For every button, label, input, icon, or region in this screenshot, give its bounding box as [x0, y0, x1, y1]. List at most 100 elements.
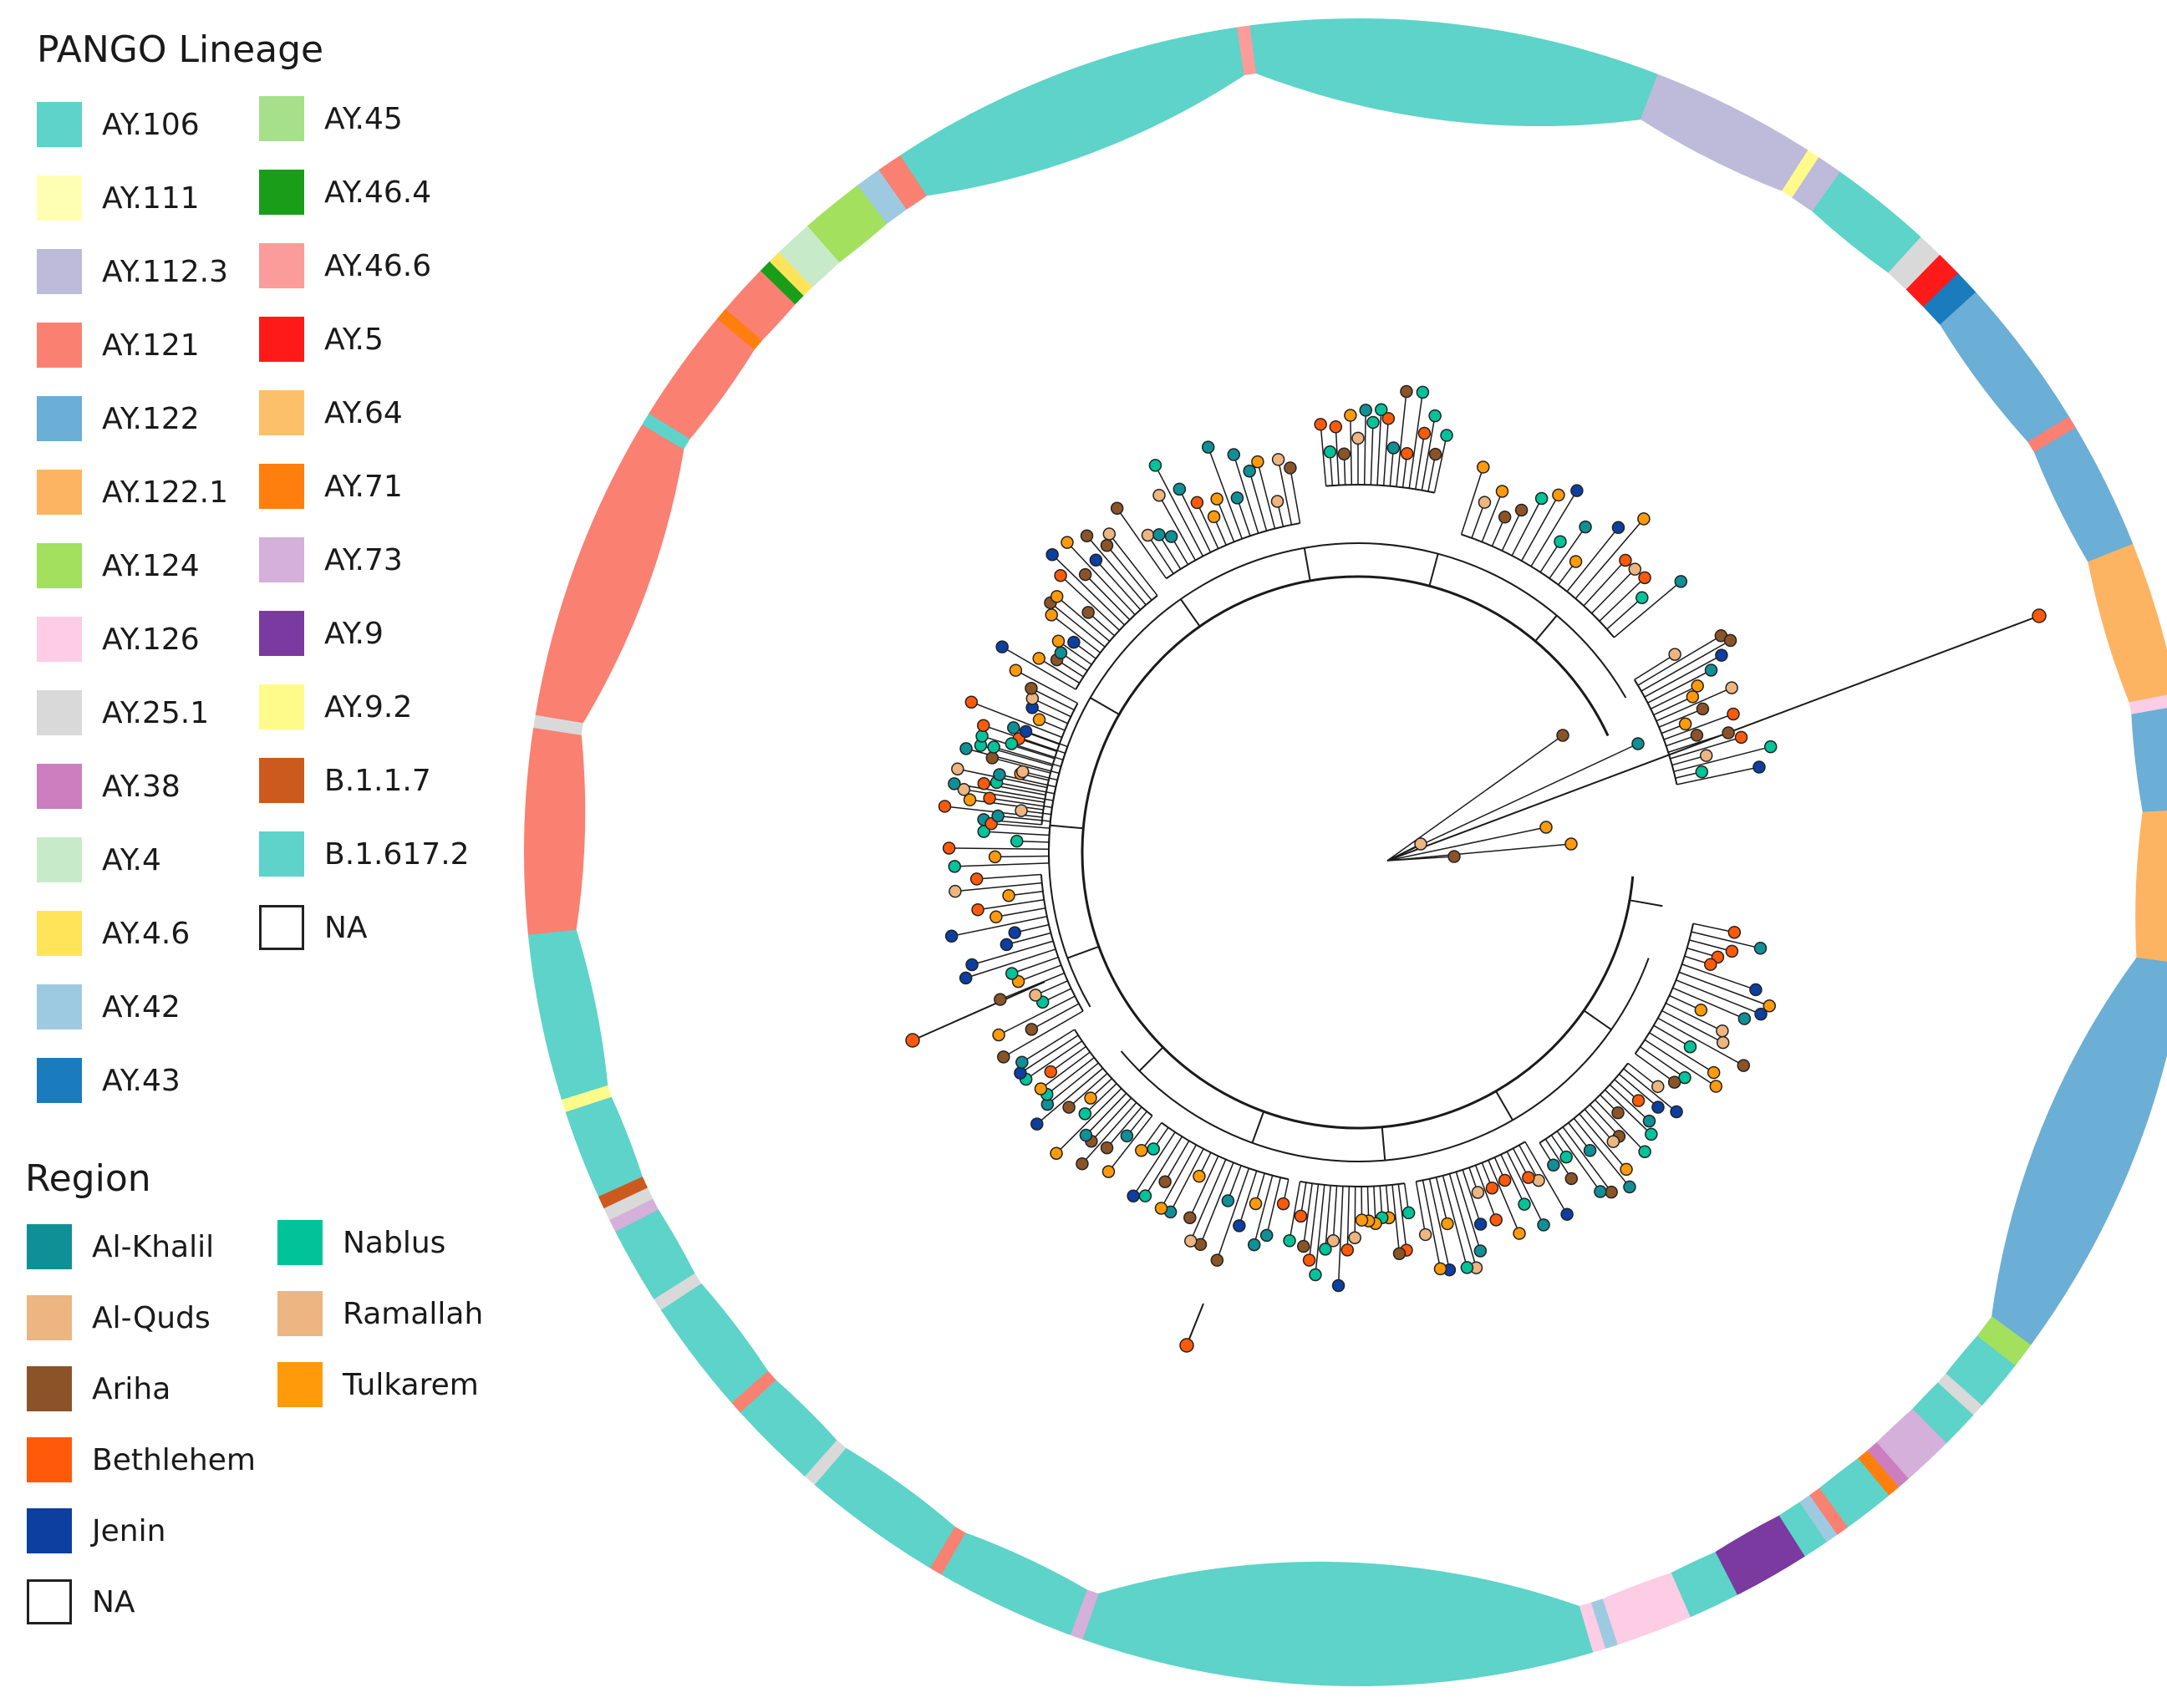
- tree-branch: [1562, 1126, 1612, 1193]
- tip-marker: [964, 695, 979, 709]
- tip-marker: [1243, 464, 1256, 478]
- tree-branch: [1117, 507, 1167, 579]
- tip-marker: [1051, 634, 1066, 648]
- tree-branch: [1000, 972, 1065, 1000]
- tree-branch: [1138, 1046, 1164, 1072]
- ring-segment-ay-73: [1070, 1589, 1099, 1640]
- legend-item-ramallah: Ramallah: [277, 1291, 483, 1336]
- legend-label: AY.38: [102, 769, 181, 804]
- tip-marker: [1716, 1024, 1729, 1038]
- tip-marker: [1005, 967, 1019, 980]
- ring-segment-ay-106: [1819, 1457, 1890, 1528]
- tree-branch: [1641, 639, 1731, 692]
- ring-segment-ay-126: [1602, 1573, 1691, 1645]
- tip-marker: [1344, 409, 1357, 422]
- tip-marker: [1000, 938, 1014, 952]
- tree-branch: [1290, 467, 1301, 524]
- tree-branch: [989, 797, 1053, 808]
- ring-segment-ay-106: [1670, 1552, 1738, 1618]
- tree-branch: [1673, 745, 1771, 773]
- tree-branch: [1461, 533, 1615, 638]
- ring-segment-ay-122-1: [2088, 543, 2167, 704]
- tip-marker: [1498, 1173, 1512, 1187]
- legend-item-ay-121: AY.121: [37, 323, 200, 368]
- tip-marker: [1619, 553, 1632, 567]
- legend-label: Ramallah: [343, 1296, 484, 1331]
- tree-branch: [1386, 615, 2040, 862]
- tip-marker: [1428, 409, 1442, 423]
- legend-swatch: [27, 1366, 72, 1411]
- tree-branch: [1056, 1088, 1122, 1154]
- tip-marker: [994, 993, 1007, 1006]
- tip-marker: [1473, 1217, 1488, 1231]
- tree-branch: [1566, 526, 1620, 592]
- tree-branch: [1501, 510, 1523, 552]
- tree-branch: [1609, 1084, 1650, 1122]
- tip-marker: [1054, 569, 1067, 582]
- tip-marker: [1210, 1253, 1224, 1267]
- region-legend-title: Region: [25, 1157, 151, 1200]
- tip-marker: [1302, 1253, 1316, 1267]
- ring-segment-ay-106: [1778, 1502, 1827, 1558]
- legend-swatch: [37, 470, 82, 515]
- tip-marker: [1309, 1268, 1322, 1282]
- tree-branch: [1303, 547, 1311, 582]
- tip-marker: [1704, 958, 1717, 971]
- tree-branch: [1672, 987, 1745, 1019]
- tip-marker: [938, 800, 952, 813]
- tree-branch: [1249, 470, 1268, 531]
- tree-branch: [991, 822, 1050, 829]
- legend-item-ay-4-6: AY.4.6: [37, 911, 190, 956]
- tree-branch: [1081, 1101, 1137, 1165]
- ring-segment-ay-71: [716, 308, 763, 350]
- ring-segment-ay-106: [1081, 1561, 1594, 1687]
- legend-label: NA: [324, 910, 368, 945]
- tree-branch: [1325, 484, 1435, 494]
- tip-marker: [1164, 530, 1178, 543]
- tip-marker: [1495, 485, 1509, 498]
- tree-branch: [1595, 1099, 1646, 1152]
- legend-label: AY.4: [102, 842, 161, 877]
- tip-marker: [1233, 1219, 1246, 1233]
- tip-marker: [1498, 511, 1512, 524]
- tip-marker: [1752, 760, 1766, 774]
- tree-branch: [1644, 1039, 1717, 1087]
- tip-marker: [1375, 403, 1388, 417]
- tree-branch: [1001, 646, 1076, 690]
- lineage-legend-title: PANGO Lineage: [37, 28, 324, 71]
- tree-branch: [1435, 1177, 1448, 1224]
- legend-item-al-quds: Al-Quds: [27, 1295, 211, 1340]
- tree-branch: [1433, 435, 1447, 493]
- tree-branch: [1676, 766, 1760, 785]
- tree-branch: [1589, 1104, 1620, 1137]
- ring-segment-ay-106: [814, 1447, 955, 1568]
- tree-branch: [1257, 461, 1276, 529]
- legend-item-ay-45: AY.45: [259, 96, 403, 141]
- legend-label: AY.126: [102, 622, 200, 657]
- tree-branch: [1574, 518, 1645, 599]
- tip-marker: [1737, 1012, 1752, 1025]
- ring-segment-ay-42: [1590, 1599, 1618, 1650]
- ring-segment-ay-121: [2027, 416, 2077, 453]
- tip-marker: [1079, 1128, 1093, 1142]
- tip-marker: [1707, 1065, 1721, 1080]
- tree-branch: [1386, 856, 1455, 862]
- tree-branch: [1633, 679, 1678, 785]
- legend-label: AY.122: [102, 401, 200, 436]
- tree-branch: [1085, 574, 1131, 621]
- tip-marker: [963, 793, 977, 806]
- legend-swatch: [37, 396, 82, 441]
- tree-branch: [1657, 1017, 1744, 1066]
- tree-branch: [1091, 1097, 1132, 1142]
- tree-branch: [1524, 1141, 1568, 1215]
- legend-swatch: [37, 1058, 82, 1103]
- tree-branch: [1618, 1073, 1659, 1108]
- tree-branch: [1160, 1144, 1198, 1209]
- legend-label: AY.106: [102, 107, 200, 142]
- tip-marker: [1045, 548, 1059, 562]
- tree-branch: [1158, 534, 1182, 570]
- tree-branch: [1058, 640, 1092, 665]
- tip-marker: [1323, 445, 1337, 459]
- tree-branch: [1692, 923, 1735, 933]
